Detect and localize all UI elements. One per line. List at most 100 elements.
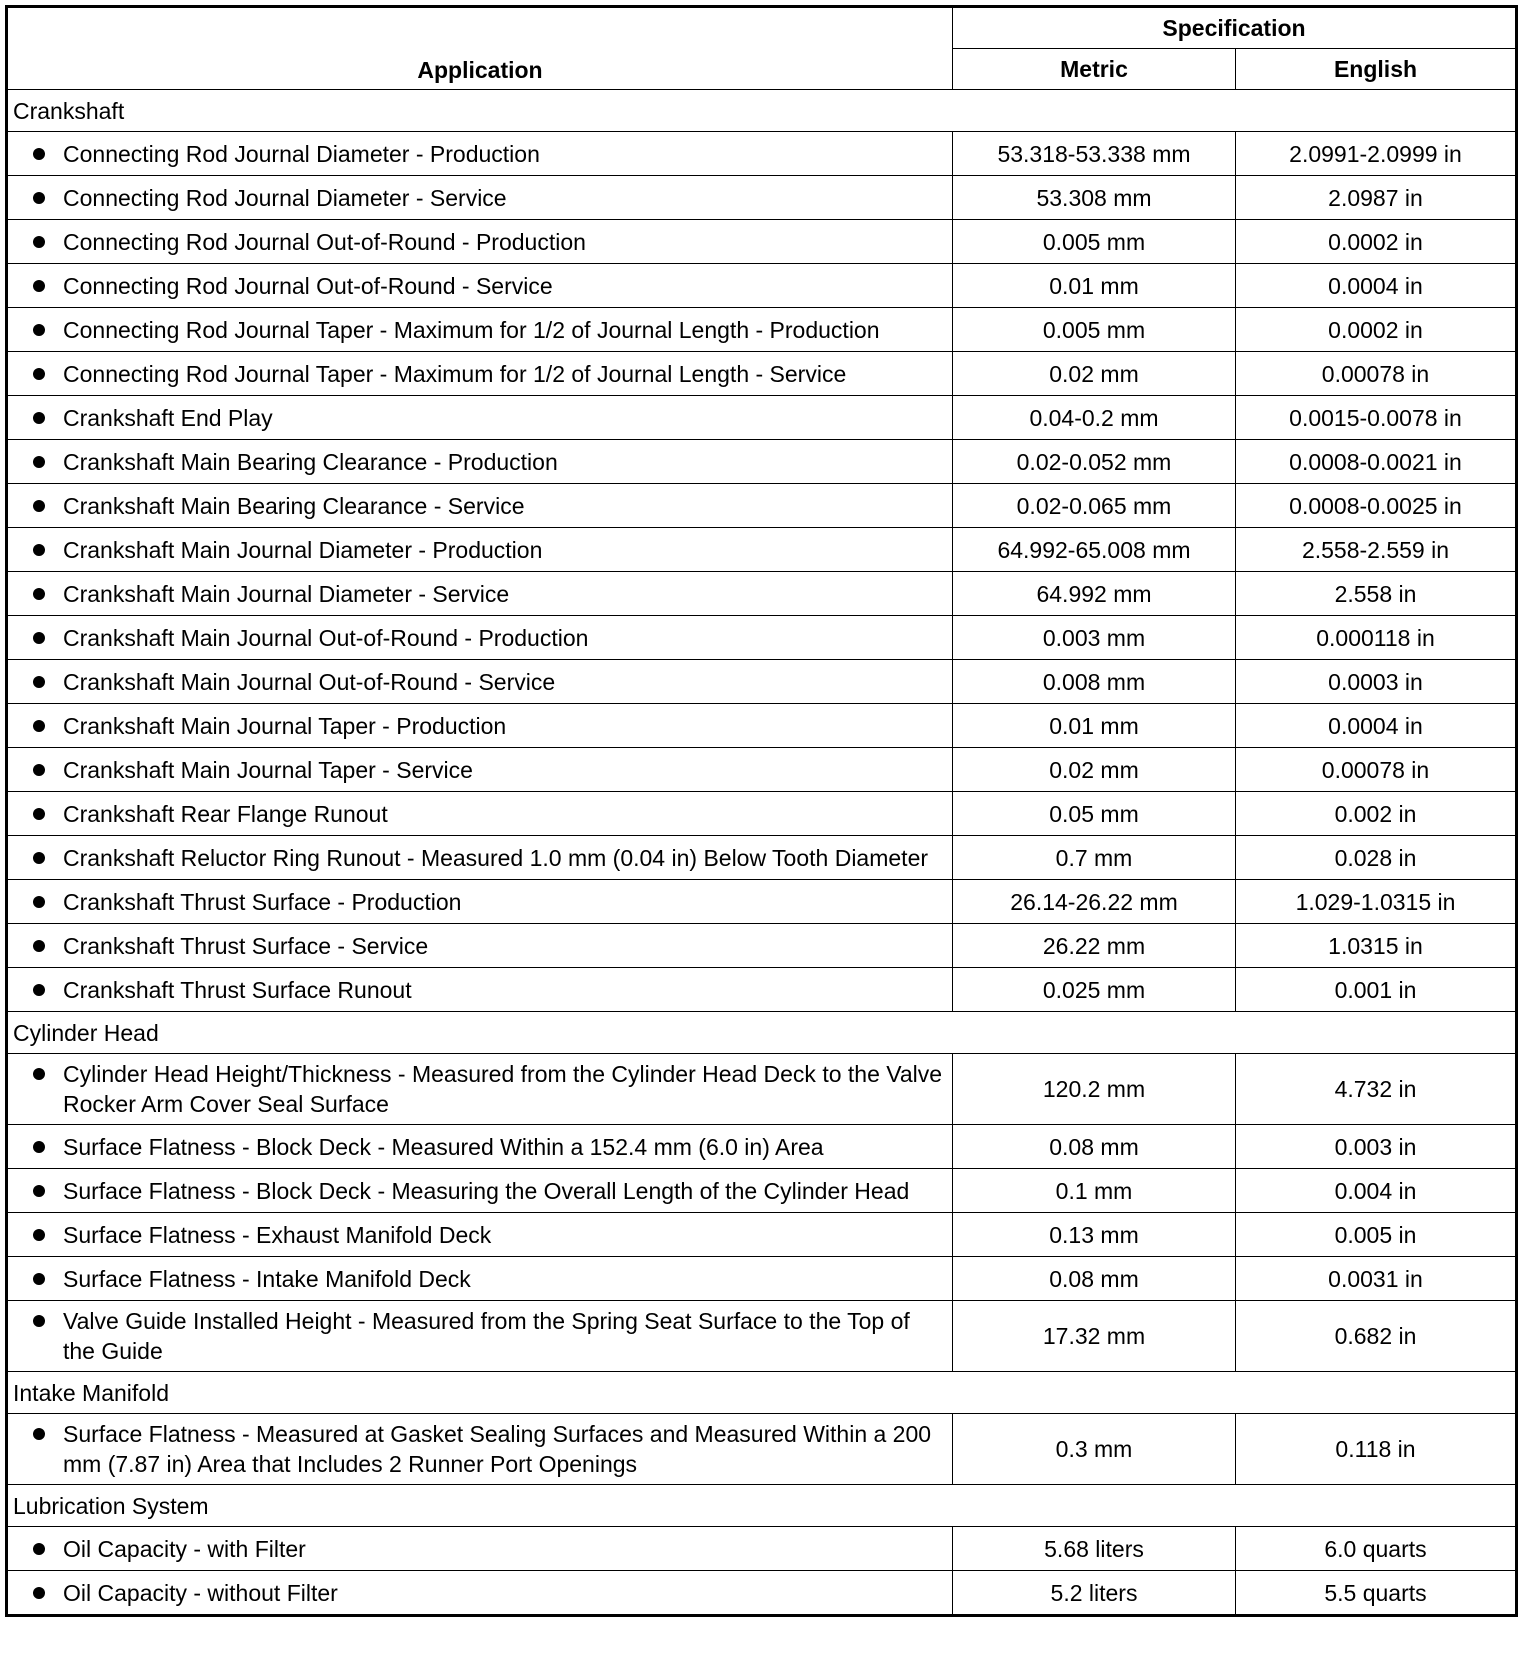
table-row: Crankshaft Main Journal Out-of-Round - S… bbox=[6, 659, 1517, 704]
table-row: Connecting Rod Journal Taper - Maximum f… bbox=[6, 307, 1517, 352]
metric-cell: 64.992-65.008 mm bbox=[952, 527, 1236, 572]
application-text: Crankshaft Main Journal Diameter - Produ… bbox=[63, 536, 543, 563]
english-cell: 0.001 in bbox=[1235, 967, 1517, 1012]
metric-cell: 0.08 mm bbox=[952, 1124, 1236, 1169]
application-cell: Crankshaft Main Journal Taper - Producti… bbox=[6, 703, 953, 748]
application-cell: Crankshaft Main Journal Diameter - Servi… bbox=[6, 571, 953, 616]
metric-cell: 64.992 mm bbox=[952, 571, 1236, 616]
bullet-icon bbox=[33, 411, 45, 424]
metric-cell: 53.308 mm bbox=[952, 175, 1236, 220]
application-text: Surface Flatness - Block Deck - Measured… bbox=[63, 1133, 824, 1160]
application-text: Surface Flatness - Intake Manifold Deck bbox=[63, 1265, 471, 1292]
application-cell: Crankshaft Rear Flange Runout bbox=[6, 791, 953, 836]
metric-cell: 26.22 mm bbox=[952, 923, 1236, 968]
application-cell: Connecting Rod Journal Out-of-Round - Se… bbox=[6, 263, 953, 308]
application-text: Crankshaft End Play bbox=[63, 404, 273, 431]
application-text: Crankshaft Main Bearing Clearance - Serv… bbox=[63, 492, 525, 519]
english-cell: 0.000118 in bbox=[1235, 615, 1517, 660]
table-row: Crankshaft Main Bearing Clearance - Prod… bbox=[6, 439, 1517, 484]
application-text: Connecting Rod Journal Taper - Maximum f… bbox=[63, 316, 880, 343]
application-cell: Crankshaft Main Journal Out-of-Round - S… bbox=[6, 659, 953, 704]
table-row: Crankshaft Main Journal Diameter - Produ… bbox=[6, 527, 1517, 572]
metric-cell: 0.025 mm bbox=[952, 967, 1236, 1012]
table-row: Surface Flatness - Exhaust Manifold Deck… bbox=[6, 1212, 1517, 1257]
application-text: Valve Guide Installed Height - Measured … bbox=[63, 1308, 910, 1364]
bullet-icon bbox=[33, 1542, 45, 1555]
metric-cell: 0.7 mm bbox=[952, 835, 1236, 880]
metric-cell: 0.01 mm bbox=[952, 703, 1236, 748]
bullet-icon bbox=[33, 1140, 45, 1153]
table-row: Surface Flatness - Measured at Gasket Se… bbox=[6, 1413, 1517, 1485]
metric-cell: 5.68 liters bbox=[952, 1526, 1236, 1571]
application-text: Connecting Rod Journal Out-of-Round - Pr… bbox=[63, 228, 586, 255]
application-text: Crankshaft Thrust Surface - Production bbox=[63, 888, 462, 915]
application-text: Cylinder Head Height/Thickness - Measure… bbox=[63, 1061, 943, 1117]
application-cell: Valve Guide Installed Height - Measured … bbox=[6, 1300, 953, 1372]
table-row: Crankshaft Main Journal Out-of-Round - P… bbox=[6, 615, 1517, 660]
english-cell: 0.0002 in bbox=[1235, 219, 1517, 264]
application-text: Crankshaft Main Journal Taper - Service bbox=[63, 756, 473, 783]
english-header: English bbox=[1235, 48, 1517, 90]
application-cell: Surface Flatness - Block Deck - Measured… bbox=[6, 1124, 953, 1169]
table-row: Valve Guide Installed Height - Measured … bbox=[6, 1300, 1517, 1372]
metric-cell: 0.1 mm bbox=[952, 1168, 1236, 1213]
metric-cell: 0.08 mm bbox=[952, 1256, 1236, 1301]
bullet-icon bbox=[33, 1184, 45, 1197]
english-cell: 2.558-2.559 in bbox=[1235, 527, 1517, 572]
metric-cell: 53.318-53.338 mm bbox=[952, 131, 1236, 176]
bullet-icon bbox=[33, 895, 45, 908]
category-label: Lubrication System bbox=[6, 1484, 1517, 1527]
application-cell: Surface Flatness - Measured at Gasket Se… bbox=[6, 1413, 953, 1485]
table-row: Crankshaft Main Bearing Clearance - Serv… bbox=[6, 483, 1517, 528]
category-label: Intake Manifold bbox=[6, 1371, 1517, 1414]
application-text: Connecting Rod Journal Out-of-Round - Se… bbox=[63, 272, 553, 299]
application-cell: Connecting Rod Journal Diameter - Servic… bbox=[6, 175, 953, 220]
table-row: Crankshaft Main Journal Taper - Service … bbox=[6, 747, 1517, 792]
bullet-icon bbox=[33, 367, 45, 380]
application-text: Crankshaft Thrust Surface Runout bbox=[63, 976, 412, 1003]
application-cell: Crankshaft Main Bearing Clearance - Serv… bbox=[6, 483, 953, 528]
metric-cell: 26.14-26.22 mm bbox=[952, 879, 1236, 924]
english-cell: 0.682 in bbox=[1235, 1300, 1517, 1372]
bullet-icon bbox=[33, 323, 45, 336]
bullet-icon bbox=[33, 279, 45, 292]
application-text: Crankshaft Thrust Surface - Service bbox=[63, 932, 429, 959]
bullet-icon bbox=[33, 851, 45, 864]
application-text: Surface Flatness - Block Deck - Measurin… bbox=[63, 1177, 910, 1204]
application-cell: Connecting Rod Journal Out-of-Round - Pr… bbox=[6, 219, 953, 264]
metric-cell: 0.05 mm bbox=[952, 791, 1236, 836]
metric-header: Metric bbox=[952, 48, 1236, 90]
english-cell: 0.028 in bbox=[1235, 835, 1517, 880]
metric-cell: 0.005 mm bbox=[952, 307, 1236, 352]
table-row: Connecting Rod Journal Out-of-Round - Se… bbox=[6, 263, 1517, 308]
application-text: Connecting Rod Journal Diameter - Produc… bbox=[63, 140, 540, 167]
application-cell: Crankshaft Main Journal Diameter - Produ… bbox=[6, 527, 953, 572]
bullet-icon bbox=[33, 983, 45, 996]
table-row: Connecting Rod Journal Taper - Maximum f… bbox=[6, 351, 1517, 396]
bullet-icon bbox=[33, 499, 45, 512]
metric-cell: 0.02 mm bbox=[952, 351, 1236, 396]
table-row: Oil Capacity - with Filter 5.68 liters 6… bbox=[6, 1526, 1517, 1571]
bullet-icon bbox=[33, 1428, 45, 1440]
bullet-icon bbox=[33, 1272, 45, 1285]
bullet-icon bbox=[33, 939, 45, 952]
table-row: Crankshaft End Play 0.04-0.2 mm 0.0015-0… bbox=[6, 395, 1517, 440]
english-cell: 0.0008-0.0025 in bbox=[1235, 483, 1517, 528]
table-row: Connecting Rod Journal Out-of-Round - Pr… bbox=[6, 219, 1517, 264]
specification-header: Specification bbox=[952, 6, 1517, 49]
application-cell: Crankshaft Thrust Surface Runout bbox=[6, 967, 953, 1012]
application-text: Surface Flatness - Measured at Gasket Se… bbox=[63, 1421, 932, 1477]
bullet-icon bbox=[33, 235, 45, 248]
bullet-icon bbox=[33, 587, 45, 600]
application-cell: Crankshaft End Play bbox=[6, 395, 953, 440]
metric-cell: 0.13 mm bbox=[952, 1212, 1236, 1257]
table-row: Surface Flatness - Block Deck - Measurin… bbox=[6, 1168, 1517, 1213]
application-text: Crankshaft Rear Flange Runout bbox=[63, 800, 388, 827]
metric-cell: 0.005 mm bbox=[952, 219, 1236, 264]
metric-cell: 0.008 mm bbox=[952, 659, 1236, 704]
table-row: Crankshaft Reluctor Ring Runout - Measur… bbox=[6, 835, 1517, 880]
english-cell: 0.0003 in bbox=[1235, 659, 1517, 704]
table-row: Crankshaft Thrust Surface - Production 2… bbox=[6, 879, 1517, 924]
application-text: Surface Flatness - Exhaust Manifold Deck bbox=[63, 1221, 492, 1248]
application-text: Crankshaft Main Journal Out-of-Round - P… bbox=[63, 624, 589, 651]
